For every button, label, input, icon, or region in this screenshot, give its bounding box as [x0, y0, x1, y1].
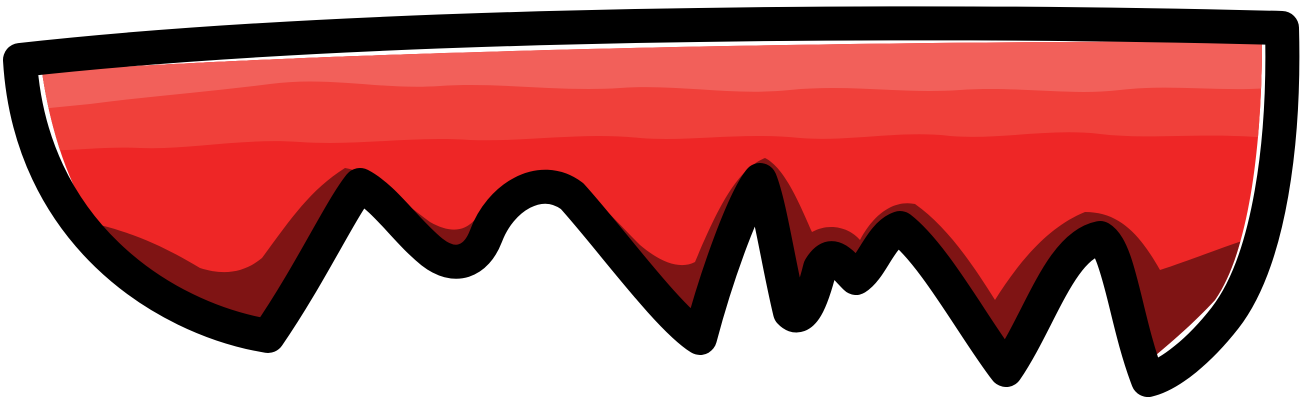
- drip-outline: [3, 6, 1300, 397]
